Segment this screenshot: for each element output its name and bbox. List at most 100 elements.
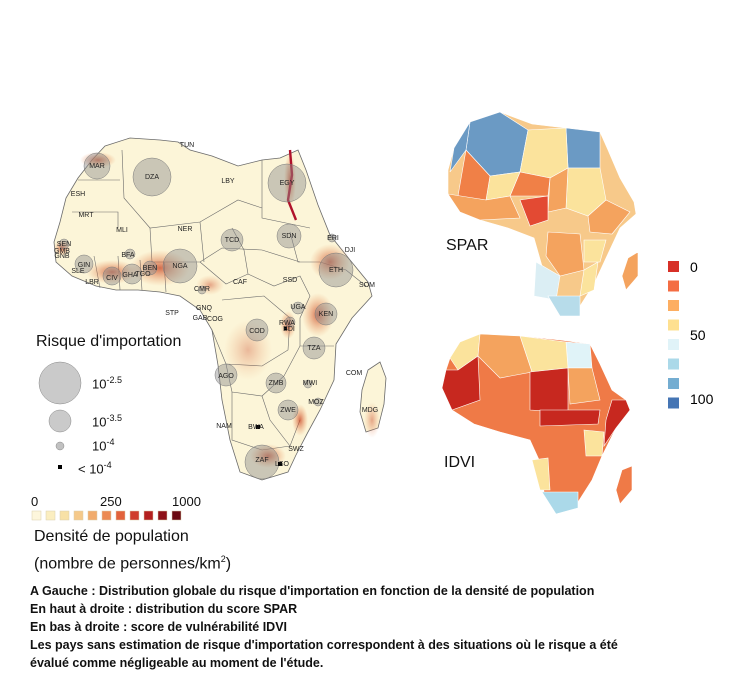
country-label-rwa: RWA bbox=[279, 320, 295, 327]
country-label-cmr: CMR bbox=[194, 286, 210, 293]
score-swatch-1 bbox=[668, 280, 679, 292]
country-label-dza: DZA bbox=[145, 174, 159, 181]
score-legend-tick-0: 0 bbox=[690, 259, 698, 275]
risk-circle-mar bbox=[83, 152, 111, 180]
risk-legend-circle-medium bbox=[48, 409, 72, 433]
density-swatch-4 bbox=[87, 510, 98, 521]
risk-circle-uga bbox=[291, 301, 305, 315]
risk-circle-egy bbox=[267, 163, 307, 203]
country-label-ben: BEN bbox=[143, 265, 157, 272]
caption-line-5: évalué comme négligeable au moment de l'… bbox=[30, 656, 324, 670]
idvi-dza bbox=[477, 333, 533, 379]
score-swatch-7 bbox=[668, 397, 679, 409]
spar-lby bbox=[519, 127, 569, 179]
idvi-label: IDVI bbox=[444, 454, 475, 471]
spar-west bbox=[447, 193, 521, 221]
country-label-caf: CAF bbox=[233, 279, 247, 286]
country-label-tgo: TGO bbox=[135, 271, 151, 278]
score-legend-swatches bbox=[668, 261, 679, 409]
idvi-zaf bbox=[541, 491, 579, 515]
spar-egy bbox=[565, 127, 601, 169]
idvi-car-ssd bbox=[539, 409, 601, 427]
country-label-mrt: MRT bbox=[78, 212, 94, 219]
nile-river bbox=[286, 149, 298, 221]
caption-line-1: A Gauche : Distribution globale du risqu… bbox=[30, 584, 595, 598]
country-label-gin: GIN bbox=[78, 262, 90, 269]
country-label-moz: MOZ bbox=[308, 399, 324, 406]
spar-map bbox=[447, 111, 639, 317]
risk-legend-label-1: 10-2.5 bbox=[92, 375, 122, 392]
country-label-nga: NGA bbox=[172, 263, 188, 270]
risk-circle-gin bbox=[74, 254, 94, 274]
risk-circle-rwa bbox=[284, 316, 296, 328]
country-label-stp: STP bbox=[165, 310, 179, 317]
score-legend-tick-50: 50 bbox=[690, 327, 706, 343]
score-legend-tick-100: 100 bbox=[690, 391, 714, 407]
density-swatch-1 bbox=[45, 510, 56, 521]
country-label-dji: DJI bbox=[345, 247, 356, 254]
country-label-gmb: GMB bbox=[54, 248, 70, 255]
density-hotspots bbox=[54, 152, 380, 468]
spar-zaf bbox=[547, 295, 581, 317]
idvi-mrt bbox=[441, 355, 481, 411]
risk-legend-label-3: 10-4 bbox=[92, 437, 115, 454]
risk-legend-circle-small bbox=[55, 441, 65, 451]
caption-line-2: En haut à droite : distribution du score… bbox=[30, 602, 298, 616]
country-label-com: COM bbox=[346, 370, 363, 377]
score-swatch-3 bbox=[668, 319, 679, 331]
spar-nga bbox=[519, 195, 549, 227]
country-label-tcd: TCD bbox=[225, 237, 239, 244]
density-swatch-10 bbox=[171, 510, 182, 521]
country-label-gab: GAB bbox=[193, 315, 208, 322]
score-swatch-4 bbox=[668, 339, 679, 350]
density-map bbox=[53, 137, 387, 481]
spar-label: SPAR bbox=[446, 237, 488, 254]
density-tick-250: 250 bbox=[100, 494, 122, 509]
caption-line-3: En bas à droite : score de vulnérabilité… bbox=[30, 620, 288, 634]
country-label-bfa: BFA bbox=[121, 252, 135, 259]
risk-circle-cod bbox=[245, 318, 269, 342]
risk-legend-label-2: 10-3.5 bbox=[92, 413, 122, 430]
risk-legend-title: Risque d'importation bbox=[36, 333, 182, 350]
risk-circle-gha bbox=[121, 263, 143, 285]
risk-circle-moz bbox=[313, 397, 323, 407]
idvi-mdg bbox=[615, 465, 633, 505]
country-label-som: SOM bbox=[359, 282, 375, 289]
risk-circle-sdn bbox=[276, 223, 302, 249]
score-swatch-6 bbox=[668, 378, 679, 389]
risk-circles bbox=[58, 152, 354, 480]
idvi-nam bbox=[531, 457, 551, 491]
risk-legend-label-4: < 10-4 bbox=[78, 460, 112, 477]
density-swatch-5 bbox=[101, 510, 112, 521]
country-label-gha: GHA bbox=[122, 272, 138, 279]
idvi-ken-tza bbox=[583, 429, 605, 457]
spar-tza bbox=[583, 239, 607, 263]
idvi-map bbox=[441, 333, 633, 515]
risk-circle-civ bbox=[102, 266, 122, 286]
risk-circle-mwi bbox=[303, 379, 313, 389]
spar-tcd bbox=[547, 167, 569, 213]
risk-circle-sen bbox=[58, 238, 70, 250]
spar-mdg bbox=[621, 251, 639, 291]
country-label-lso: LSO bbox=[275, 461, 290, 468]
risk-circle-tza bbox=[302, 336, 326, 360]
country-label-civ: CIV bbox=[106, 275, 118, 282]
country-label-mar: MAR bbox=[89, 163, 105, 170]
density-swatch-6 bbox=[115, 510, 126, 521]
risk-circle-dza bbox=[132, 157, 172, 197]
spar-moz bbox=[579, 261, 599, 297]
risk-legend-square bbox=[58, 465, 62, 469]
spar-eth bbox=[587, 199, 631, 235]
country-label-sen: SEN bbox=[57, 241, 71, 248]
density-swatch-7 bbox=[129, 510, 140, 521]
country-label-bdi: BDI bbox=[283, 326, 295, 333]
country-label-zwe: ZWE bbox=[280, 407, 296, 414]
country-label-gnq: GNQ bbox=[196, 305, 213, 312]
risk-circle-zwe bbox=[277, 399, 299, 421]
risk-legend-circle-large bbox=[38, 361, 82, 405]
country-label-ssd: SSD bbox=[283, 277, 297, 284]
score-swatch-5 bbox=[668, 358, 679, 370]
density-swatch-9 bbox=[157, 510, 168, 521]
country-label-sdn: SDN bbox=[282, 233, 297, 240]
country-label-cog: COG bbox=[207, 316, 223, 323]
